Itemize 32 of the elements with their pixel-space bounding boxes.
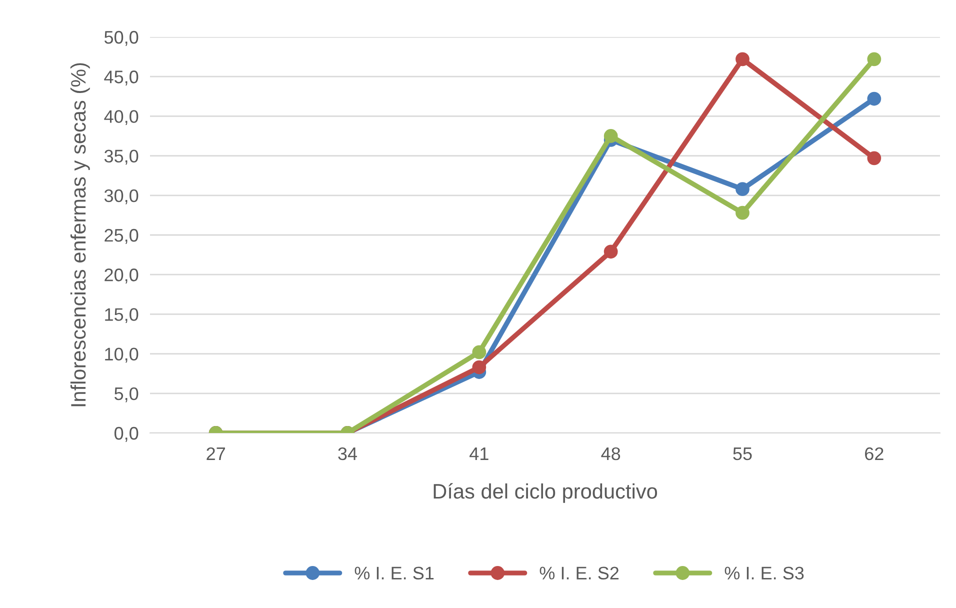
y-tick-label: 15,0 — [105, 308, 138, 324]
x-tick-label: 27 — [206, 447, 225, 460]
legend-label: % I. E. S3 — [724, 566, 804, 580]
y-tick-label: 25,0 — [104, 228, 138, 244]
y-tick-label: 40,0 — [104, 110, 138, 126]
x-axis-title: Días del ciclo productivo — [434, 483, 658, 503]
point — [736, 182, 750, 196]
y-tick-label: 35,0 — [104, 150, 138, 165]
y-tick-label: 45,0 — [104, 70, 138, 86]
legend-label: % I. E. S1 — [354, 566, 434, 580]
point — [472, 345, 486, 360]
point — [867, 151, 882, 166]
x-tick-label: 34 — [338, 447, 358, 460]
x-tick-label: 48 — [601, 447, 620, 460]
x-tick-label: 62 — [865, 447, 884, 460]
point — [736, 206, 750, 220]
point — [604, 244, 618, 259]
y-tick-label: 30,0 — [104, 189, 138, 204]
y-tick-label: 5,0 — [114, 387, 138, 402]
point — [472, 360, 486, 374]
x-tick-label: 55 — [733, 448, 752, 460]
legend-label: % I. E. S2 — [540, 566, 619, 580]
y-axis-title: Inflorescencias enfermas y secas (%) — [70, 63, 90, 406]
point — [736, 52, 750, 66]
y-tick-label: 20,0 — [104, 268, 138, 284]
x-tick-label: 41 — [470, 448, 488, 460]
point — [867, 92, 882, 106]
y-tick-label: 10,0 — [105, 348, 138, 363]
point — [604, 129, 618, 143]
point — [867, 52, 882, 66]
y-tick-label: 0,0 — [114, 426, 138, 442]
y-tick-label: 50,0 — [104, 30, 138, 46]
